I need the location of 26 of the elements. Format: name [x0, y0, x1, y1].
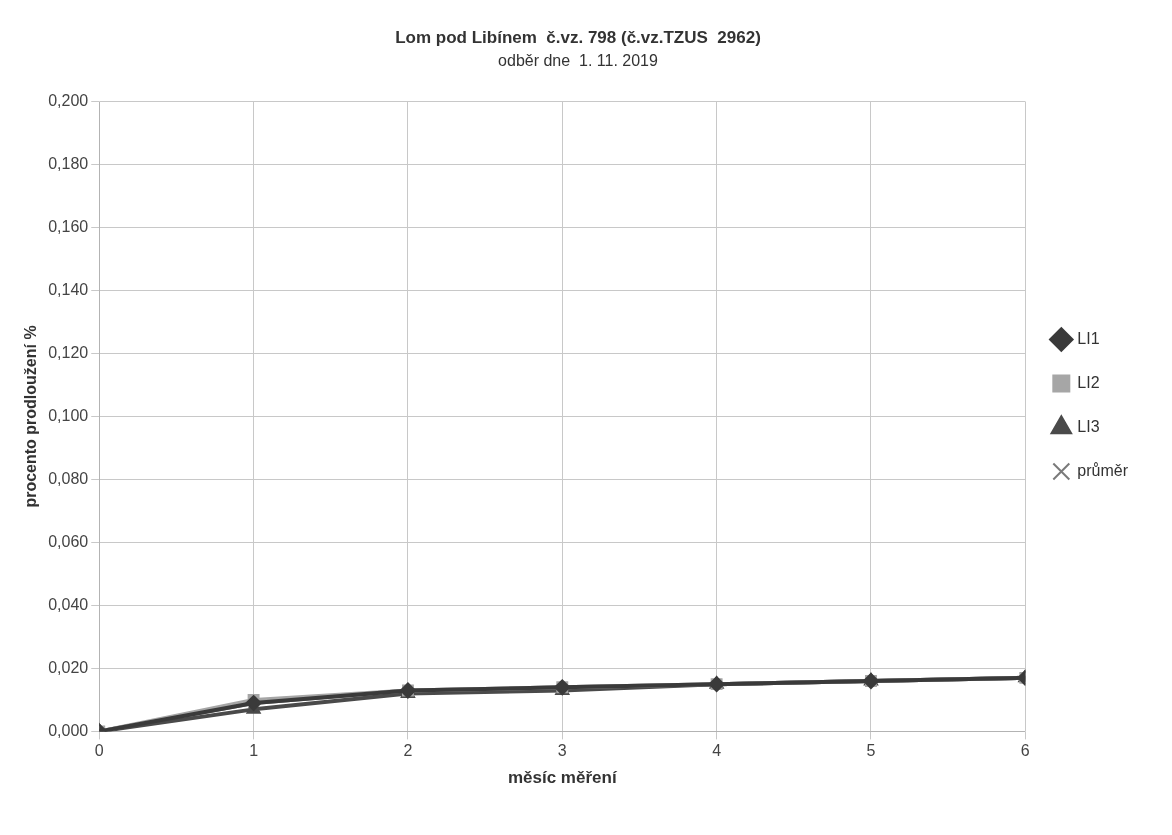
y-tick-label: 0,140 — [48, 280, 89, 298]
y-tick-label: 0,180 — [48, 154, 89, 172]
y-tick-label: 0,100 — [48, 406, 89, 424]
y-tick-label: 0,120 — [48, 343, 89, 361]
x-tick-label: 6 — [1020, 742, 1030, 760]
x-axis-title: měsíc měření — [507, 768, 618, 788]
y-tick-label: 0,020 — [48, 658, 89, 676]
legend-label: LI1 — [1077, 329, 1100, 347]
x-tick-label: 1 — [249, 742, 259, 760]
legend-label: průměr — [1077, 461, 1129, 479]
chart-title: Lom pod Libínem č.vz. 798 (č.vz.TZUS 2962) — [395, 27, 761, 47]
x-tick-label: 2 — [403, 742, 413, 760]
x-tick-label: 5 — [866, 742, 876, 760]
y-tick-label: 0,060 — [48, 532, 89, 550]
y-tick-label: 0,080 — [48, 469, 89, 487]
y-tick-label: 0,000 — [48, 721, 89, 739]
x-tick-label: 4 — [712, 742, 722, 760]
legend-label: LI2 — [1077, 373, 1100, 391]
chart-subtitle: odběr dne 1. 11. 2019 — [498, 52, 659, 70]
y-axis-title: procento prodloužení % — [22, 325, 40, 508]
x-tick-label: 3 — [557, 742, 567, 760]
y-tick-label: 0,200 — [48, 92, 89, 110]
y-tick-label: 0,040 — [48, 595, 89, 613]
x-tick-label: 0 — [94, 742, 104, 760]
y-tick-label: 0,160 — [48, 217, 89, 235]
legend-label: LI3 — [1077, 417, 1100, 435]
